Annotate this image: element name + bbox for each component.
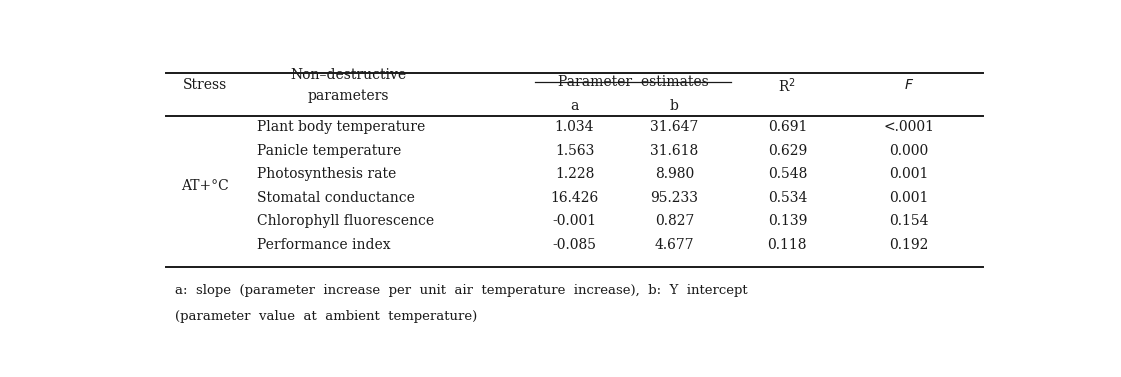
- Text: Chlorophyll fluorescence: Chlorophyll fluorescence: [258, 214, 435, 228]
- Text: a:  slope  (parameter  increase  per  unit  air  temperature  increase),  b:  Y : a: slope (parameter increase per unit ai…: [175, 284, 748, 297]
- Text: 0.629: 0.629: [768, 144, 807, 158]
- Text: 1.228: 1.228: [555, 167, 594, 181]
- Text: 0.139: 0.139: [768, 214, 807, 228]
- Text: 16.426: 16.426: [550, 191, 599, 205]
- Text: 0.192: 0.192: [889, 238, 928, 252]
- Text: Non–destructive
parameters: Non–destructive parameters: [290, 68, 407, 103]
- Text: 0.001: 0.001: [889, 167, 928, 181]
- Text: <.0001: <.0001: [883, 120, 935, 134]
- Text: 0.154: 0.154: [889, 214, 928, 228]
- Text: (parameter  value  at  ambient  temperature): (parameter value at ambient temperature): [175, 310, 478, 323]
- Text: Plant body temperature: Plant body temperature: [258, 120, 426, 134]
- Text: b: b: [670, 100, 679, 113]
- Text: Panicle temperature: Panicle temperature: [258, 144, 401, 158]
- Text: 8.980: 8.980: [655, 167, 694, 181]
- Text: Stress: Stress: [183, 78, 228, 92]
- Text: 0.691: 0.691: [768, 120, 807, 134]
- Text: R$^2$: R$^2$: [778, 76, 796, 95]
- Text: Parameter  estimates: Parameter estimates: [558, 75, 708, 89]
- Text: 0.000: 0.000: [889, 144, 928, 158]
- Text: 1.034: 1.034: [555, 120, 594, 134]
- Text: 31.647: 31.647: [650, 120, 698, 134]
- Text: Performance index: Performance index: [258, 238, 391, 252]
- Text: AT+°C: AT+°C: [182, 179, 229, 193]
- Text: 31.618: 31.618: [650, 144, 698, 158]
- Text: 95.233: 95.233: [650, 191, 698, 205]
- Text: 0.001: 0.001: [889, 191, 928, 205]
- Text: 0.118: 0.118: [768, 238, 807, 252]
- Text: -0.001: -0.001: [553, 214, 596, 228]
- Text: 1.563: 1.563: [555, 144, 594, 158]
- Text: $\mathit{F}$: $\mathit{F}$: [904, 78, 914, 92]
- Text: Stomatal conductance: Stomatal conductance: [258, 191, 415, 205]
- Text: 4.677: 4.677: [655, 238, 694, 252]
- Text: 0.827: 0.827: [655, 214, 694, 228]
- Text: 0.548: 0.548: [768, 167, 807, 181]
- Text: a: a: [571, 100, 578, 113]
- Text: -0.085: -0.085: [553, 238, 596, 252]
- Text: Photosynthesis rate: Photosynthesis rate: [258, 167, 397, 181]
- Text: 0.534: 0.534: [768, 191, 807, 205]
